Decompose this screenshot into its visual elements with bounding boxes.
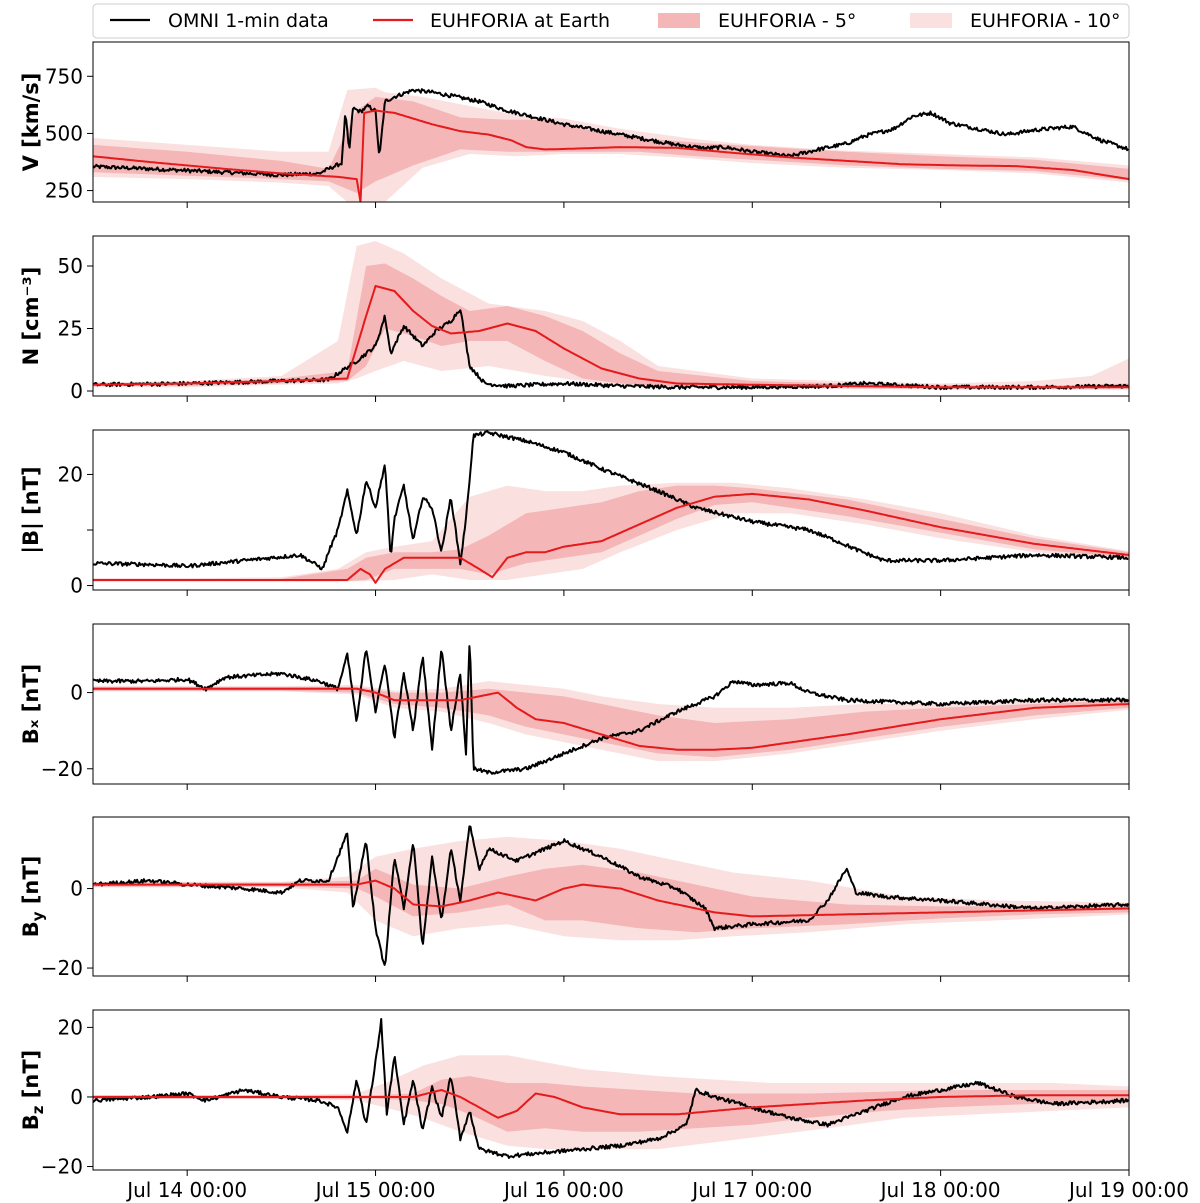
legend-swatch-band10 bbox=[910, 13, 952, 28]
panel-V-ytick-label: 750 bbox=[45, 64, 83, 88]
xtick-label: Jul 16 00:00 bbox=[502, 1178, 624, 1202]
panel-Bx-frame bbox=[92, 623, 1130, 785]
panel-Bz-ytick-label: −20 bbox=[41, 1155, 83, 1179]
panel-Bz-euhforia-series bbox=[93, 1089, 1129, 1119]
legend-label-band10: EUHFORIA - 10° bbox=[970, 10, 1121, 32]
legend-label-omni: OMNI 1-min data bbox=[168, 10, 329, 32]
panel-Bz-plot bbox=[93, 1018, 1129, 1159]
panel-V-ytick-label: 250 bbox=[45, 179, 83, 203]
panel-By-ylabel: By [nT] bbox=[19, 856, 47, 938]
panel-N-ytick-label: 0 bbox=[70, 379, 83, 403]
xtick-label: Jul 14 00:00 bbox=[125, 1178, 247, 1202]
panel-Bx-ytick-label: 0 bbox=[70, 681, 83, 705]
legend-label-euhforia: EUHFORIA at Earth bbox=[430, 10, 610, 32]
panel-B: 0 20 |B| [nT] bbox=[19, 429, 1130, 598]
panel-Bz-ylabel: Bz [nT] bbox=[19, 1050, 47, 1131]
panel-V-ylabel: V [km/s] bbox=[19, 73, 43, 172]
panel-Bx-plot bbox=[93, 645, 1129, 775]
panel-N-frame bbox=[92, 235, 1130, 397]
panel-V-omni-series bbox=[93, 88, 1129, 178]
legend-frame bbox=[92, 3, 1130, 39]
panel-N-ytick-label: 50 bbox=[58, 254, 83, 278]
legend-swatch-band5 bbox=[658, 13, 700, 28]
panel-N-plot bbox=[93, 241, 1129, 391]
panel-Bz-ytick-label: 20 bbox=[58, 1015, 83, 1039]
panel-V-ytick-label: 500 bbox=[45, 121, 83, 145]
panel-B-ylabel: |B| [nT] bbox=[19, 466, 44, 553]
panel-By-band-5deg bbox=[93, 864, 1129, 933]
panel-Bx-band-5deg bbox=[93, 686, 1129, 758]
panel-B-ytick-label: 20 bbox=[58, 462, 83, 486]
panel-N-euhforia-series bbox=[93, 285, 1129, 389]
panel-Bx-omni-series bbox=[93, 645, 1129, 775]
xtick-label: Jul 15 00:00 bbox=[314, 1178, 436, 1202]
panel-By-ytick-label: 0 bbox=[70, 877, 83, 901]
panel-Bx-euhforia-series bbox=[93, 687, 1129, 751]
panel-N-ytick-label: 25 bbox=[58, 317, 83, 341]
panel-V-frame bbox=[92, 41, 1130, 203]
panel-B-euhforia-series bbox=[93, 492, 1129, 584]
panel-Bz-band-5deg bbox=[93, 1076, 1129, 1132]
panel-Bz-ytick-label: 0 bbox=[70, 1085, 83, 1109]
panel-B-band-5deg bbox=[93, 485, 1129, 582]
panel-B-ytick-label: 0 bbox=[70, 574, 83, 598]
panel-N-band-5deg bbox=[93, 263, 1129, 389]
panel-B-frame bbox=[92, 429, 1130, 591]
panel-Bz: −20 0 20 Jul 14 00:00 Jul 15 00:00 Jul 16 00:… bbox=[19, 1009, 1189, 1202]
legend-label-band5: EUHFORIA - 5° bbox=[718, 10, 856, 32]
panel-B-omni-series bbox=[93, 430, 1129, 571]
panel-By-omni-series bbox=[93, 825, 1129, 966]
panel-V-euhforia-series bbox=[93, 109, 1129, 202]
panel-By-euhforia-series bbox=[93, 879, 1129, 918]
panel-V-plot bbox=[93, 87, 1129, 202]
panel-Bx-ytick-label: −20 bbox=[41, 757, 83, 781]
xtick-label: Jul 19 00:00 bbox=[1067, 1178, 1189, 1202]
panel-By-frame bbox=[92, 816, 1130, 977]
xtick-label: Jul 17 00:00 bbox=[690, 1178, 812, 1202]
legend: OMNI 1-min data EUHFORIA at Earth EUHFOR… bbox=[92, 3, 1130, 39]
panel-N: 0 25 50 N [cm⁻³] bbox=[19, 235, 1130, 403]
panel-Bz-frame bbox=[92, 1009, 1130, 1171]
xtick-label: Jul 18 00:00 bbox=[879, 1178, 1001, 1202]
panel-B-plot bbox=[93, 430, 1129, 584]
panel-By-plot bbox=[93, 825, 1129, 966]
panel-By-ytick-label: −20 bbox=[41, 956, 83, 980]
panel-By: −20 0 By [nT] bbox=[19, 816, 1130, 982]
panel-N-ylabel: N [cm⁻³] bbox=[19, 267, 43, 366]
panel-Bx-ylabel: Bₓ [nT] bbox=[19, 664, 43, 744]
panel-Bz-omni-series bbox=[93, 1018, 1129, 1159]
panel-Bx: −20 0 Bₓ [nT] bbox=[19, 623, 1130, 790]
